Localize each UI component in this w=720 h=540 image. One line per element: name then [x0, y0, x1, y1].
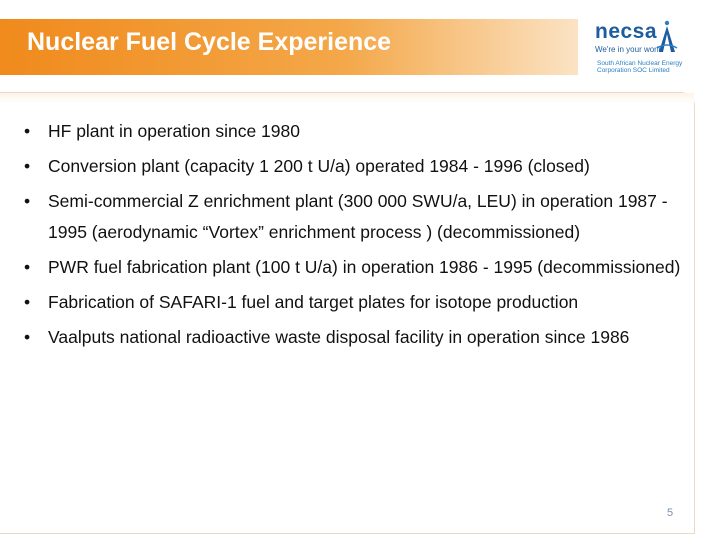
necsa-logo-icon — [656, 20, 678, 52]
necsa-logo: necsa We're in your world South African … — [590, 18, 715, 78]
logo-tagline: We're in your world — [595, 45, 664, 54]
bullet-item: Semi-commercial Z enrichment plant (300 … — [20, 186, 690, 248]
logo-subtext: South African Nuclear Energy Corporation… — [597, 60, 682, 74]
bullet-item: Fabrication of SAFARI-1 fuel and target … — [20, 287, 690, 318]
bullet-item: Vaalputs national radioactive waste disp… — [20, 322, 690, 353]
bullet-item: Conversion plant (capacity 1 200 t U/a) … — [20, 151, 690, 182]
content-frame — [0, 92, 695, 534]
slide-title: Nuclear Fuel Cycle Experience — [27, 28, 392, 56]
logo-subtext-line1: South African Nuclear Energy — [597, 60, 683, 67]
bullet-item: HF plant in operation since 1980 — [20, 116, 690, 147]
bullet-list: HF plant in operation since 1980 Convers… — [20, 116, 690, 357]
logo-subtext-line2: Corporation SOC Limited — [597, 67, 670, 74]
logo-wordmark: necsa — [595, 20, 658, 43]
bullet-item: PWR fuel fabrication plant (100 t U/a) i… — [20, 252, 690, 283]
title-bar — [0, 19, 578, 75]
page-number: 5 — [667, 507, 674, 519]
